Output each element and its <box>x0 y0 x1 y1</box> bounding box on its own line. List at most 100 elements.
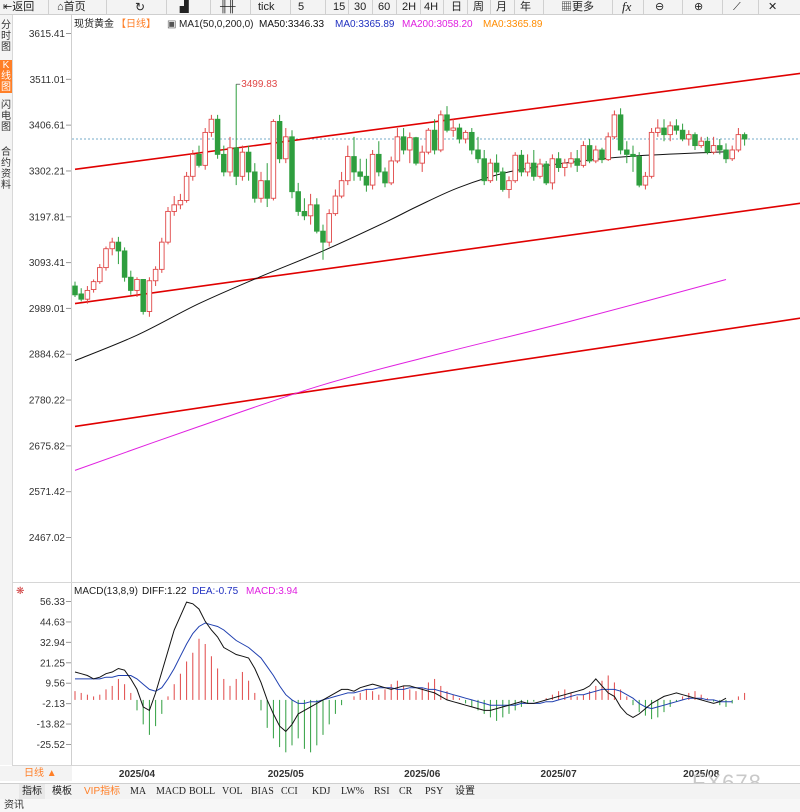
tab-flash[interactable]: 闪电图 <box>1 100 11 133</box>
tab-vol[interactable]: VOL <box>222 786 243 797</box>
tab-boll[interactable]: BOLL <box>189 786 216 797</box>
candle-body <box>214 118 221 155</box>
chart-bars-button[interactable]: ▟ <box>180 0 188 14</box>
y-tick-label: 3197.81 <box>29 212 66 223</box>
candle-body <box>438 114 444 151</box>
candle-body <box>462 131 469 140</box>
tab-kline[interactable]: K线图 <box>0 60 12 93</box>
draw-button[interactable]: ⟋ <box>733 0 741 14</box>
header-ma-params: MA1(50,0,200,0) <box>179 19 254 30</box>
candle-body <box>351 156 357 173</box>
candle-body <box>506 180 512 190</box>
macd-y-tick-label: -25.52 <box>37 740 66 751</box>
refresh-button[interactable]: ↻ <box>135 0 145 14</box>
candle-body <box>357 171 363 177</box>
candle-body <box>183 175 190 201</box>
candle-body <box>369 153 376 186</box>
period-2h-button[interactable]: 2H <box>402 1 417 13</box>
macd-y-tick-label: -2.13 <box>42 699 65 710</box>
macd-settings-icon[interactable]: ❋ <box>16 586 24 597</box>
footer: 资讯 <box>0 799 800 812</box>
ma-settings-icon[interactable]: ▣ <box>167 19 176 30</box>
candle-body <box>270 121 277 199</box>
period-5-button[interactable]: 5 <box>298 1 305 13</box>
candle-body <box>413 137 419 164</box>
candle-body <box>295 191 301 212</box>
candle-body <box>574 158 580 166</box>
candle-body <box>239 151 246 177</box>
tab-rsi[interactable]: RSI <box>374 786 390 797</box>
header-ma0b: MA0:3365.89 <box>483 19 543 30</box>
footer-label: 资讯 <box>4 800 24 811</box>
period-60-button[interactable]: 60 <box>378 1 391 13</box>
tab-bias[interactable]: BIAS <box>251 786 274 797</box>
candle-body <box>78 293 84 300</box>
candle-body <box>431 129 438 151</box>
period-4h-button[interactable]: 4H <box>424 1 439 13</box>
period-15-button[interactable]: 15 <box>333 1 346 13</box>
tab-ma[interactable]: MA <box>130 786 147 797</box>
tab-psy[interactable]: PSY <box>425 786 444 797</box>
y-tick-label: 3615.41 <box>29 29 66 40</box>
candle-body <box>481 158 487 182</box>
macd-dea: DEA:-0.75 <box>192 586 239 597</box>
tab-contract-info[interactable]: 合约资料 <box>1 147 11 191</box>
candle-body <box>487 162 494 182</box>
candle-body <box>363 175 370 186</box>
candle-body <box>233 147 239 177</box>
tab-indicators[interactable]: 指标 <box>19 784 45 799</box>
tab-settings[interactable]: 设置 <box>455 786 475 797</box>
tab-timeshare[interactable]: 分时图 <box>1 20 11 53</box>
candle-body <box>723 149 729 160</box>
period-week-button[interactable]: 周 <box>473 1 484 13</box>
candle-body <box>704 140 711 153</box>
macd-y-tick-label: 21.25 <box>40 658 65 669</box>
candle-body <box>692 134 698 147</box>
dea-line <box>75 622 733 710</box>
period-30-button[interactable]: 30 <box>354 1 367 13</box>
candle-body <box>456 127 463 140</box>
candle-body <box>159 241 165 270</box>
tab-macd[interactable]: MACD <box>156 786 187 797</box>
candle-button[interactable]: ╫╫ <box>220 0 236 14</box>
function-button[interactable]: fx <box>622 0 631 14</box>
candle-body <box>710 145 717 153</box>
candle-body <box>128 276 134 291</box>
candle-body <box>332 195 339 215</box>
tab-templates[interactable]: 模板 <box>52 786 72 797</box>
tick-button[interactable]: tick <box>258 1 275 13</box>
candle-body <box>599 149 605 161</box>
candle-body <box>103 248 109 269</box>
candle-body <box>320 230 326 243</box>
period-month-button[interactable]: 月 <box>496 1 507 13</box>
candle-body <box>140 279 146 312</box>
tab-cr[interactable]: CR <box>399 786 413 797</box>
candle-body <box>289 136 295 193</box>
period-day-button[interactable]: 日 <box>451 1 462 13</box>
candle-body <box>115 241 122 252</box>
candle-body <box>512 154 518 182</box>
tab-cci[interactable]: CCI <box>281 786 298 797</box>
home-button[interactable]: ⌂首页 <box>57 1 86 13</box>
close-button[interactable]: ✕ <box>768 0 777 14</box>
header-ma200: MA200:3058.20 <box>402 19 473 30</box>
more-button[interactable]: ▦更多 <box>561 1 594 13</box>
header-period: 【日线】 <box>116 17 156 30</box>
tab-lw[interactable]: LW% <box>341 786 365 797</box>
tab-kdj[interactable]: KDJ <box>312 786 331 797</box>
candle-body <box>624 149 630 155</box>
zoom-out-button[interactable]: ⊖ <box>655 0 664 14</box>
candle-body <box>518 154 525 173</box>
candle-body <box>679 129 686 140</box>
period-select[interactable]: 日线 ▲ <box>0 766 72 781</box>
period-year-button[interactable]: 年 <box>520 1 531 13</box>
candle-body <box>531 162 537 177</box>
candle-body <box>388 160 394 184</box>
candle-body <box>673 125 680 131</box>
back-button[interactable]: ⇤返回 <box>3 1 35 13</box>
x-tick-label: 2025/06 <box>404 769 441 780</box>
candle-body <box>264 180 270 199</box>
candle-body <box>444 114 450 131</box>
tab-vip-indicators[interactable]: VIP指标 <box>84 786 121 797</box>
zoom-in-button[interactable]: ⊕ <box>694 0 703 14</box>
